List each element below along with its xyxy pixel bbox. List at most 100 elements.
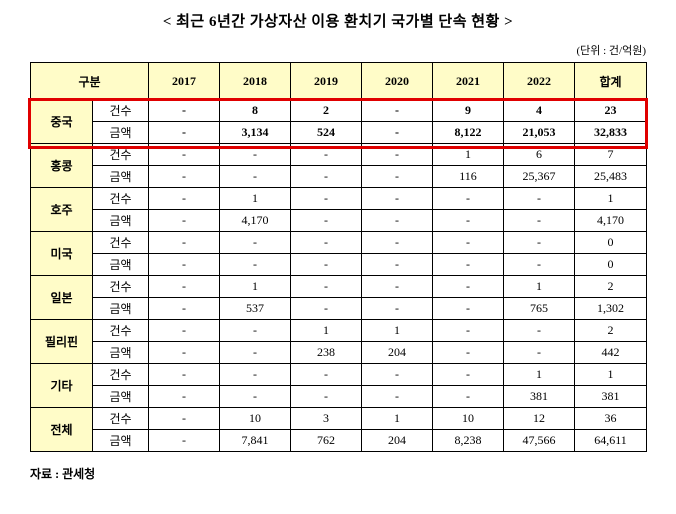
value-cell: 1	[361, 407, 433, 430]
value-cell: -	[432, 209, 504, 232]
value-cell: -	[148, 209, 220, 232]
value-cell: 116	[432, 165, 504, 188]
value-cell: -	[290, 187, 362, 210]
value-cell: 1	[503, 275, 575, 298]
row-sublabel: 건수	[92, 99, 149, 122]
value-cell: -	[148, 385, 220, 408]
value-cell: -	[219, 165, 291, 188]
country-cell: 중국	[30, 99, 93, 144]
stats-table: 구분 2017 2018 2019 2020 2021 2022 합계 중국 건수…	[30, 62, 647, 452]
value-cell: 10	[219, 407, 291, 430]
country-cell: 홍콩	[30, 143, 93, 188]
value-cell: -	[148, 99, 220, 122]
value-cell: -	[361, 275, 433, 298]
value-cell: 1	[574, 363, 647, 386]
header-cell-2022: 2022	[503, 62, 575, 100]
value-cell: -	[503, 209, 575, 232]
value-cell: 204	[361, 429, 433, 452]
value-cell: -	[432, 319, 504, 342]
value-cell: -	[219, 231, 291, 254]
value-cell: -	[148, 165, 220, 188]
value-cell: -	[361, 121, 433, 144]
row-sublabel: 건수	[92, 407, 149, 430]
value-cell: -	[219, 253, 291, 276]
value-cell: -	[290, 385, 362, 408]
value-cell: -	[432, 275, 504, 298]
value-cell: 25,483	[574, 165, 647, 188]
row-sublabel: 건수	[92, 275, 149, 298]
value-cell: -	[503, 231, 575, 254]
value-cell: 21,053	[503, 121, 575, 144]
row-sublabel: 금액	[92, 429, 149, 452]
table-wrap: 구분 2017 2018 2019 2020 2021 2022 합계 중국 건수…	[28, 62, 648, 452]
row-sublabel: 금액	[92, 385, 149, 408]
row-sublabel: 금액	[92, 165, 149, 188]
value-cell: -	[148, 319, 220, 342]
value-cell: -	[148, 297, 220, 320]
value-cell: -	[432, 187, 504, 210]
value-cell: -	[219, 319, 291, 342]
value-cell: -	[361, 297, 433, 320]
value-cell: -	[503, 319, 575, 342]
value-cell: -	[432, 297, 504, 320]
value-cell: 7,841	[219, 429, 291, 452]
value-cell: -	[361, 143, 433, 166]
value-cell: -	[432, 363, 504, 386]
value-cell: 8,238	[432, 429, 504, 452]
table-row: 호주 건수 -1- - - -1	[30, 187, 647, 232]
value-cell: 204	[361, 341, 433, 364]
value-cell: 762	[290, 429, 362, 452]
value-cell: 442	[574, 341, 647, 364]
row-sublabel: 금액	[92, 341, 149, 364]
header-cell-2017: 2017	[148, 62, 220, 100]
value-cell: -	[361, 385, 433, 408]
row-sublabel: 건수	[92, 187, 149, 210]
header-cell-2021: 2021	[432, 62, 504, 100]
document-page: < 최근 6년간 가상자산 이용 환치기 국가별 단속 현황 > (단위 : 건…	[28, 14, 648, 481]
value-cell: 8,122	[432, 121, 504, 144]
table-row: 중국 건수 -8 2-9 4 23	[30, 99, 647, 144]
value-cell: 25,367	[503, 165, 575, 188]
value-cell: -	[361, 363, 433, 386]
country-cell: 일본	[30, 275, 93, 320]
value-cell: -	[219, 341, 291, 364]
value-cell: -	[148, 231, 220, 254]
value-cell: 765	[503, 297, 575, 320]
table-row: 기타 건수 - - - - -1 1	[30, 363, 647, 408]
table-row: 일본 건수 -1- - -1 2	[30, 275, 647, 320]
country-cell: 호주	[30, 187, 93, 232]
row-sublabel: 금액	[92, 209, 149, 232]
value-cell: -	[290, 253, 362, 276]
value-cell: -	[290, 363, 362, 386]
table-row: 미국 건수 - - - - - -0	[30, 231, 647, 276]
value-cell: -	[361, 165, 433, 188]
row-sublabel: 건수	[92, 363, 149, 386]
header-cell-2018: 2018	[219, 62, 291, 100]
value-cell: 9	[432, 99, 504, 122]
value-cell: -	[290, 209, 362, 232]
value-cell: 381	[574, 385, 647, 408]
value-cell: 10	[432, 407, 504, 430]
table-row: 홍콩 건수 - - - -1 6 7	[30, 143, 647, 188]
value-cell: 3	[290, 407, 362, 430]
value-cell: -	[503, 341, 575, 364]
table-row: 금액 - - - -116 25,367 25,483	[31, 165, 647, 188]
table-row: 금액 - - - - -381 381	[31, 385, 647, 408]
value-cell: 64,611	[574, 429, 647, 452]
value-cell: -	[432, 385, 504, 408]
value-cell: 2	[574, 319, 647, 342]
header-cell-2019: 2019	[290, 62, 362, 100]
value-cell: 4,170	[574, 209, 647, 232]
value-cell: 4	[503, 99, 575, 122]
row-sublabel: 건수	[92, 143, 149, 166]
value-cell: 1	[219, 187, 291, 210]
row-sublabel: 금액	[92, 121, 149, 144]
value-cell: -	[361, 187, 433, 210]
value-cell: 1	[574, 187, 647, 210]
value-cell: -	[290, 143, 362, 166]
value-cell: -	[432, 253, 504, 276]
value-cell: -	[361, 253, 433, 276]
country-cell: 미국	[30, 231, 93, 276]
header-cell-total: 합계	[574, 62, 647, 100]
table-row: 전체 건수 -10 3 1 10 12 36	[30, 407, 647, 452]
